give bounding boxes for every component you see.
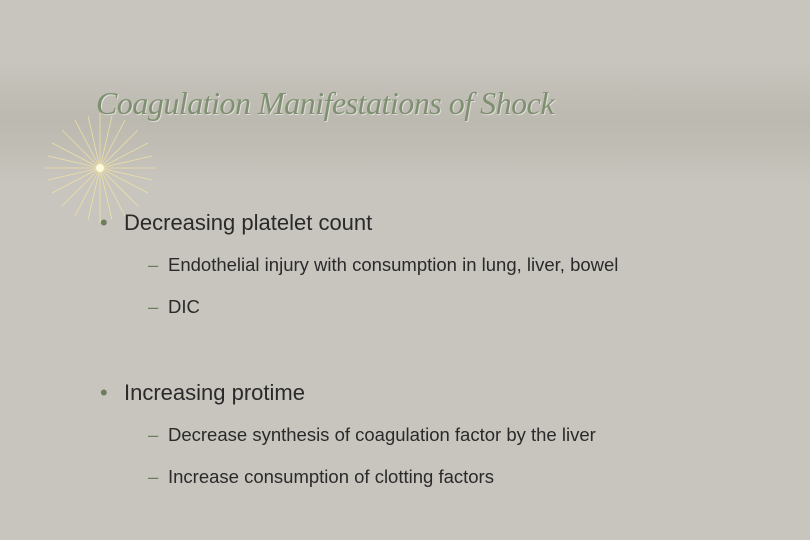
- bullet-text: Increasing protime: [124, 380, 305, 405]
- bullet-text: Increase consumption of clotting factors: [168, 466, 494, 487]
- bullet-level2: Decrease synthesis of coagulation factor…: [148, 424, 770, 446]
- bullet-text: Decreasing platelet count: [124, 210, 372, 235]
- bullet-level2: Increase consumption of clotting factors: [148, 466, 770, 488]
- bullet-level1: Decreasing platelet count: [96, 210, 770, 236]
- bullet-level2: Endothelial injury with consumption in l…: [148, 254, 770, 276]
- bullet-level2: DIC: [148, 296, 770, 318]
- slide-body: Decreasing platelet count Endothelial in…: [96, 200, 770, 508]
- bullet-text: DIC: [168, 296, 200, 317]
- bullet-level1: Increasing protime: [96, 380, 770, 406]
- section-gap: [96, 338, 770, 370]
- bullet-text: Endothelial injury with consumption in l…: [168, 254, 618, 275]
- bullet-text: Decrease synthesis of coagulation factor…: [168, 424, 596, 445]
- slide-title: Coagulation Manifestations of Shock: [96, 85, 554, 122]
- title-band: [0, 62, 810, 182]
